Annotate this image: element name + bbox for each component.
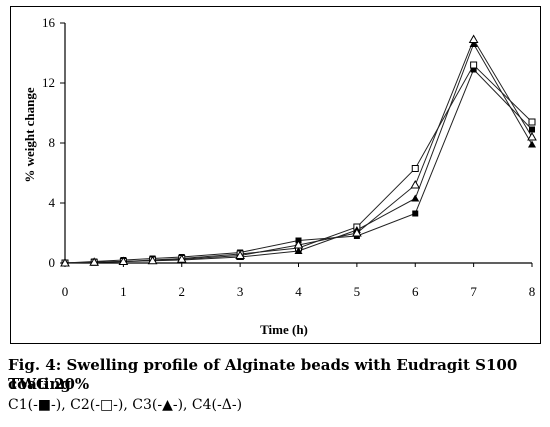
data-point-c4: [147, 255, 158, 265]
data-point-c1: [470, 66, 477, 73]
data-point-c4: [60, 257, 70, 267]
data-point-c4: [293, 239, 304, 249]
x-tick-label: 3: [237, 284, 244, 299]
y-tick-label: 0: [49, 255, 56, 270]
data-point-c4: [89, 257, 100, 266]
x-tick-label: 8: [529, 284, 536, 299]
figure-caption: Fig. 4: Swelling profile of Alginate bea…: [8, 356, 518, 393]
x-tick-label: 0: [62, 284, 69, 299]
x-axis-label: Time (h): [260, 322, 308, 337]
series-line-c1: [64, 68, 533, 264]
series-line-c2: [64, 64, 533, 264]
data-point-c4: [527, 131, 537, 141]
data-point-c4: [410, 179, 421, 189]
y-tick-label: 16: [42, 15, 56, 30]
data-point-c4: [118, 256, 129, 265]
data-point-c3: [411, 194, 420, 202]
data-point-c4: [352, 227, 362, 237]
data-point-c4: [235, 250, 245, 259]
x-tick-label: 2: [179, 284, 186, 299]
data-point-c2: [528, 118, 536, 126]
data-point-c1: [412, 210, 419, 217]
figure-caption-subtitle: TWG 20%: [8, 375, 90, 393]
data-point-c3: [528, 140, 536, 148]
x-tick-label: 1: [120, 284, 127, 299]
series-line-c3: [64, 42, 533, 264]
x-tick-label: 7: [470, 284, 477, 299]
y-tick-label: 4: [49, 195, 56, 210]
data-point-c3: [294, 247, 303, 254]
y-axis-label: % weight change: [22, 87, 37, 183]
chart-frame: % weight change Time (h) 0 4 8 12 16 0 1 2 3 4 5 6 7…: [10, 6, 541, 344]
data-point-c4: [176, 254, 187, 263]
x-tick-label: 6: [412, 284, 419, 299]
data-point-c4: [468, 34, 479, 43]
data-point-c1: [529, 126, 535, 133]
y-tick-label: 12: [42, 75, 55, 90]
data-point-c2: [411, 165, 419, 172]
x-tick-label: 5: [354, 284, 361, 299]
x-tick-label: 4: [295, 284, 302, 299]
figure-legend-text: C1(-■-), C2(-□-), C3(-▲-), C4(-Δ-): [8, 397, 243, 413]
y-tick-label: 8: [49, 135, 56, 150]
data-point-c2: [470, 61, 478, 69]
series-line-c4: [64, 38, 533, 264]
data-point-c3: [469, 40, 478, 47]
